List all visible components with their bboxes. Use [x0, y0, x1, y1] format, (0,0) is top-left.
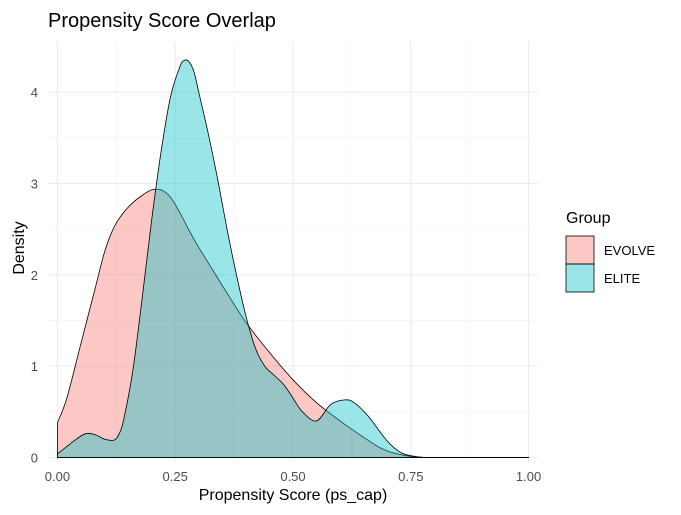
- y-tick-label: 0: [31, 450, 38, 465]
- x-tick-label: 1.00: [516, 469, 541, 484]
- legend-key-elite: [565, 263, 595, 293]
- legend: Group EVOLVE ELITE: [565, 210, 655, 293]
- y-tick-label: 4: [31, 85, 38, 100]
- chart-title: Propensity Score Overlap: [48, 10, 276, 32]
- legend-label-elite: ELITE: [604, 271, 640, 286]
- density-area-evolve: [57, 188, 529, 458]
- series-layer: [57, 59, 529, 458]
- y-axis-ticks: 0 1 2 3 4: [31, 85, 38, 465]
- y-axis-title: Density: [11, 221, 28, 274]
- legend-label-evolve: EVOLVE: [604, 243, 655, 258]
- y-tick-label: 2: [31, 268, 38, 283]
- legend-items: EVOLVE ELITE: [565, 235, 655, 293]
- x-axis-ticks: 0.00 0.25 0.50 0.75 1.00: [45, 469, 541, 484]
- density-area-elite: [57, 59, 529, 458]
- legend-key-evolve: [565, 235, 595, 265]
- x-tick-label: 0.00: [45, 469, 70, 484]
- y-tick-label: 1: [31, 359, 38, 374]
- x-tick-label: 0.50: [280, 469, 305, 484]
- y-tick-label: 3: [31, 177, 38, 192]
- x-axis-title: Propensity Score (ps_cap): [199, 487, 388, 504]
- legend-title: Group: [566, 210, 611, 227]
- x-tick-label: 0.25: [163, 469, 188, 484]
- x-tick-label: 0.75: [398, 469, 423, 484]
